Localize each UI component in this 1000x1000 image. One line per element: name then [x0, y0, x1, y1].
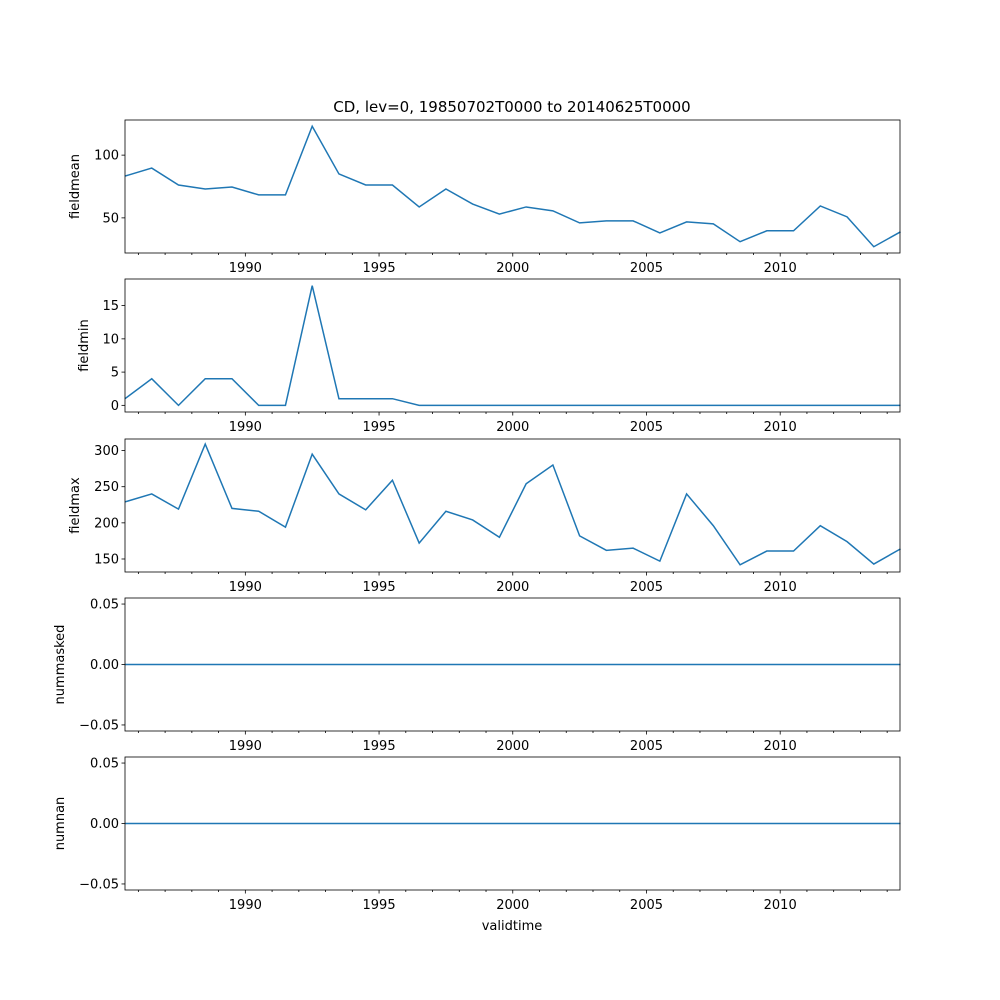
x-tick-label: 1995 [363, 420, 396, 435]
x-tick-label: 1995 [363, 261, 396, 276]
x-tick-label: 2000 [496, 261, 529, 276]
x-tick-label: 1990 [229, 580, 262, 595]
x-tick-label: 1990 [229, 261, 262, 276]
axes-frame-fieldmean [124, 119, 901, 254]
y-axis-label: fieldmax [68, 477, 83, 534]
x-tick-label: 1990 [229, 898, 262, 913]
x-axis-label: validtime [482, 919, 543, 934]
x-tick-label: 2005 [630, 420, 663, 435]
x-tick-label: 2005 [630, 739, 663, 754]
y-tick-label: 0.05 [90, 598, 119, 613]
y-tick-label: 10 [102, 332, 119, 347]
series-line-fieldmax [124, 442, 901, 566]
x-tick-label: 2010 [764, 420, 797, 435]
y-tick-label: 0.00 [90, 658, 119, 673]
y-tick-label: 0.00 [90, 817, 119, 832]
chart-title: CD, lev=0, 19850702T0000 to 20140625T000… [333, 98, 690, 116]
y-tick-label: 15 [102, 299, 119, 314]
x-tick-label: 1995 [363, 898, 396, 913]
y-axis-label: nummasked [53, 625, 68, 705]
series-line-fieldmin [124, 285, 901, 407]
y-axis-label: numnan [53, 797, 68, 851]
x-tick-label: 2000 [496, 898, 529, 913]
y-tick-label: 0.05 [90, 757, 119, 772]
y-axis-label: fieldmean [68, 154, 83, 219]
x-tick-label: 2010 [764, 898, 797, 913]
x-tick-label: 2005 [630, 261, 663, 276]
y-tick-label: 200 [94, 516, 119, 531]
y-tick-label: 100 [94, 149, 119, 164]
x-tick-label: 1990 [229, 420, 262, 435]
x-tick-label: 2010 [764, 739, 797, 754]
y-tick-label: 300 [94, 444, 119, 459]
x-tick-label: 2010 [764, 261, 797, 276]
x-tick-label: 1995 [363, 580, 396, 595]
y-tick-label: −0.05 [79, 718, 119, 733]
y-axis-label: fieldmin [77, 319, 92, 372]
y-tick-label: 50 [102, 211, 119, 226]
y-tick-label: 0 [111, 399, 119, 414]
y-tick-label: −0.05 [79, 877, 119, 892]
x-tick-label: 1990 [229, 739, 262, 754]
x-tick-label: 2010 [764, 580, 797, 595]
axes-frame-fieldmin [124, 278, 901, 413]
x-tick-label: 2000 [496, 420, 529, 435]
y-tick-label: 250 [94, 480, 119, 495]
x-tick-label: 2000 [496, 580, 529, 595]
x-tick-label: 2000 [496, 739, 529, 754]
x-tick-label: 1995 [363, 739, 396, 754]
x-tick-label: 2005 [630, 580, 663, 595]
y-tick-label: 5 [111, 366, 119, 381]
y-tick-label: 150 [94, 552, 119, 567]
x-tick-label: 2005 [630, 898, 663, 913]
axes-frame-fieldmax [124, 438, 901, 573]
series-line-fieldmean [124, 124, 901, 248]
